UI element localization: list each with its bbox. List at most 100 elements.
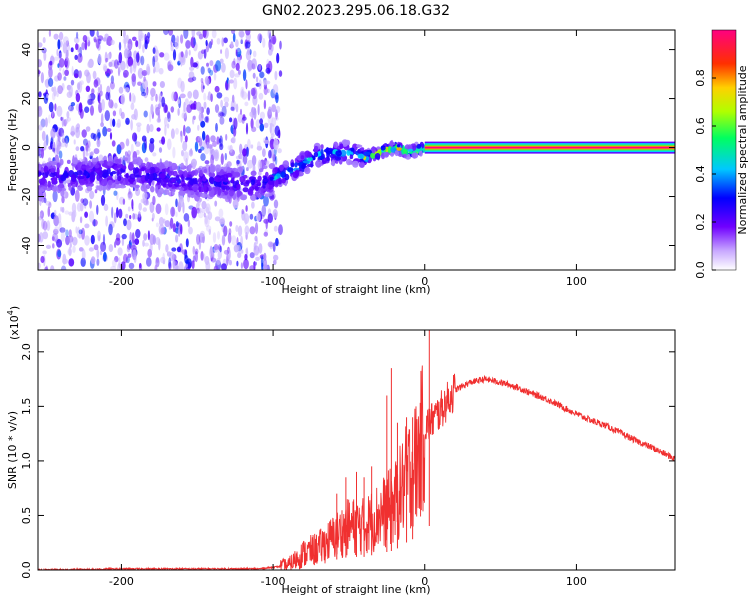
- spectrogram-noise-blob: [249, 111, 253, 117]
- spectrogram-noise-blob: [188, 149, 194, 157]
- spectrogram-noise-blob: [254, 222, 259, 235]
- spectrogram-noise-blob: [164, 104, 169, 113]
- spectrogram-noise-blob: [39, 198, 42, 207]
- spectrogram-ridge-blob: [239, 176, 244, 181]
- spectrogram-ridge-blob: [40, 177, 46, 186]
- spectrogram-noise-blob: [97, 92, 101, 104]
- spectrogram-noise-blob: [227, 232, 232, 244]
- spectrogram-noise-blob: [97, 95, 100, 102]
- spectrogram-noise-blob: [223, 96, 230, 103]
- spectrogram-noise-blob: [38, 105, 43, 117]
- spectrogram-ridge-blob: [60, 174, 67, 182]
- spectrogram-noise-blob: [206, 141, 210, 149]
- spectrogram-noise-blob: [111, 175, 116, 181]
- spectrogram-ridge-blob: [148, 173, 154, 181]
- spectrogram-noise-blob: [260, 255, 264, 268]
- snr-y-multiplier: (x104): [6, 306, 21, 340]
- spectrogram-noise-blob: [68, 258, 75, 267]
- spectrogram-noise-blob: [219, 245, 222, 253]
- spectrogram-noise-blob: [182, 140, 188, 152]
- spectrogram-ridge-blob: [149, 166, 156, 174]
- spectrogram-ridge-blob: [208, 176, 215, 184]
- spectrogram-noise-blob: [221, 105, 227, 118]
- spectrogram-ridge-blob: [250, 193, 257, 201]
- spectrogram-noise-blob: [197, 136, 202, 142]
- spectrogram-noise-blob: [149, 124, 154, 132]
- spectrogram-noise-blob: [110, 75, 114, 84]
- spectrogram-ridge-blob: [282, 160, 290, 168]
- spectrogram-noise-blob: [251, 126, 257, 133]
- spectrogram-ridge-blob: [145, 169, 151, 174]
- spectrogram-noise-blob: [255, 256, 260, 261]
- spectrogram-ridge-blob: [269, 176, 274, 181]
- spectrogram-noise-blob: [238, 225, 243, 237]
- spectrogram-noise-blob: [48, 114, 51, 124]
- spectrogram-noise-blob: [50, 141, 53, 150]
- spectrogram-ridge-blob: [274, 175, 278, 180]
- spectrogram-noise-blob: [163, 30, 169, 36]
- spectrogram-y-label: Frequency (Hz): [6, 109, 19, 192]
- spectrogram-noise-blob: [136, 122, 142, 127]
- spectrogram-noise-blob: [271, 117, 277, 127]
- spectrogram-noise-blob: [107, 53, 111, 60]
- spectrogram-noise-blob: [228, 228, 232, 235]
- spectrogram-ridge-blob: [258, 168, 264, 173]
- spectrogram-ridge-blob: [349, 154, 354, 160]
- spectrogram-noise-blob: [71, 65, 74, 76]
- spectrogram-noise-blob: [143, 233, 148, 241]
- spectrogram-ridge-blob: [74, 157, 78, 165]
- spectrogram-noise-blob: [39, 210, 45, 219]
- spectrogram-noise-blob: [42, 37, 46, 44]
- spectrogram-noise-blob: [230, 106, 235, 111]
- spectrogram-ridge-blob: [419, 150, 423, 157]
- spectrogram-noise-blob: [209, 246, 214, 258]
- spectrogram-noise-blob: [183, 30, 189, 39]
- spectrogram-noise-blob: [184, 98, 189, 106]
- spectrogram-noise-blob: [127, 253, 132, 258]
- spectrogram-y-tick-label: 0: [20, 144, 33, 151]
- spectrogram-noise-blob: [132, 186, 135, 192]
- spectrogram-noise-blob: [245, 41, 251, 49]
- spectrogram-noise-blob: [235, 103, 239, 113]
- spectrogram-ridge-blob: [335, 150, 342, 157]
- spectrogram-noise-blob: [95, 39, 100, 49]
- spectrogram-noise-blob: [190, 36, 196, 49]
- spectrogram-noise-blob: [146, 257, 152, 267]
- spectrogram-noise-blob: [93, 148, 100, 155]
- spectrogram-noise-blob: [196, 31, 202, 36]
- spectrogram-noise-blob: [45, 265, 49, 270]
- spectrogram-noise-blob: [229, 144, 233, 153]
- spectrogram-noise-blob: [118, 257, 121, 269]
- spectrogram-ridge-blob: [38, 185, 41, 190]
- spectrogram-noise-blob: [108, 223, 113, 236]
- spectrogram-noise-blob: [95, 179, 100, 185]
- spectrogram-ridge-blob: [200, 193, 208, 198]
- spectrogram-noise-blob: [44, 266, 48, 270]
- spectrogram-ridge-blob: [78, 186, 83, 191]
- spectrogram-noise-blob: [152, 81, 157, 87]
- spectrogram-noise-blob: [252, 50, 257, 58]
- spectrogram-noise-blob: [153, 68, 156, 74]
- spectrogram-noise-blob: [273, 259, 277, 265]
- spectrogram-ridge-blob: [262, 182, 266, 189]
- spectrogram-noise-blob: [191, 30, 196, 38]
- spectrogram-noise-blob: [73, 139, 76, 145]
- spectrogram-noise-blob: [217, 230, 220, 240]
- spectrogram-noise-blob: [146, 63, 150, 76]
- spectrogram-noise-blob: [263, 122, 269, 128]
- spectrogram-noise-blob: [79, 216, 83, 224]
- spectrogram-noise-blob: [259, 111, 265, 120]
- spectrogram-noise-blob: [99, 83, 103, 93]
- spectrogram-noise-blob: [208, 228, 211, 235]
- spectrogram-noise-blob: [131, 73, 136, 83]
- spectrogram-noise-blob: [133, 254, 137, 264]
- spectrogram-noise-blob: [90, 105, 94, 116]
- spectrogram-noise-blob: [276, 52, 280, 64]
- spectrogram-noise-blob: [110, 39, 115, 46]
- snr-multiplier-base: (x10: [8, 315, 21, 340]
- svg-text:(x104): (x104): [6, 306, 21, 340]
- spectrogram-noise-blob: [263, 258, 268, 270]
- spectrogram-noise-blob: [263, 139, 270, 144]
- spectrogram-noise-blob: [138, 202, 142, 211]
- spectrogram-noise-blob: [119, 141, 125, 150]
